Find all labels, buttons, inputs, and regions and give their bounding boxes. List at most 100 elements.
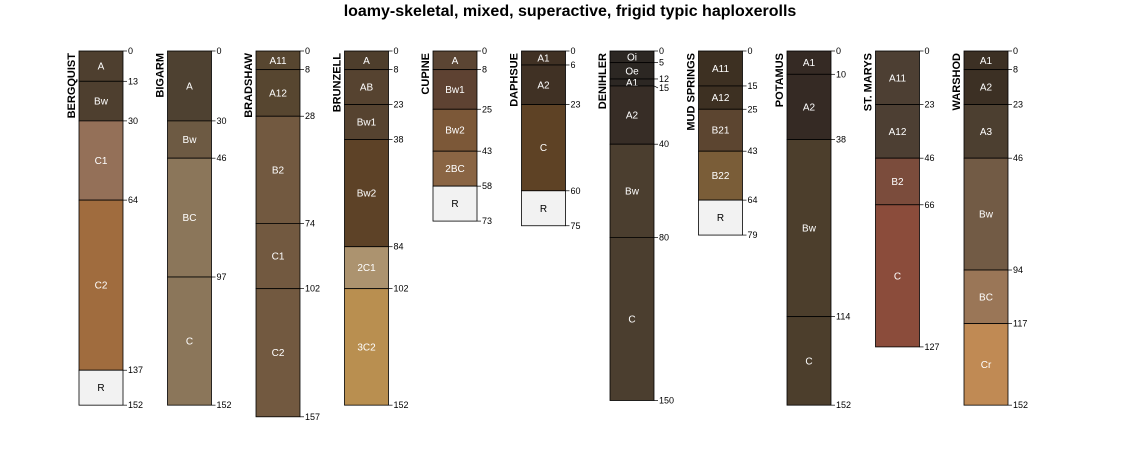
depth-label: 73 [482,216,492,226]
depth-label: 157 [305,412,320,422]
horizon-band [698,150,743,201]
profile-name: WARSHOD [951,53,963,111]
depth-label: 0 [394,46,399,56]
horizon-label: BC [979,292,993,303]
horizon-band [167,50,212,122]
horizon-band [698,199,743,236]
depth-label: 43 [482,146,492,156]
soil-profile: A Bw BC C 0 30 46 97 152 BIGARM [155,46,232,410]
horizon-label: A1 [980,56,993,67]
depth-label: 66 [925,200,935,210]
depth-label: 46 [1013,153,1023,163]
horizon-band [344,104,389,140]
depth-label: 0 [748,46,753,56]
horizon-band [521,64,566,105]
depth-label: 0 [1013,46,1018,56]
horizon-label: B2 [891,177,904,188]
depth-label: 6 [571,60,576,70]
horizon-label: R [540,204,547,215]
horizon-label: R [97,383,104,394]
horizon-label: A1 [626,78,639,89]
horizon-label: C1 [95,156,108,167]
depth-label: 79 [748,230,758,240]
depth-label: 40 [659,139,669,149]
horizon-band [167,276,212,406]
depth-label: 0 [217,46,222,56]
soil-profile: A1 A2 A3 Bw BC Cr 0 8 23 46 94 117 152 WARSHOD [951,46,1028,410]
depth-label: 102 [305,284,320,294]
horizon-label: A [186,81,193,92]
depth-label: 30 [217,116,227,126]
depth-label: 28 [305,111,315,121]
profile-name: CUPINE [420,53,432,95]
soil-profile: A Bw1 Bw2 2BC R 0 8 25 43 58 73 CUPINE [420,46,492,226]
depth-label: 23 [394,100,404,110]
horizon-band [875,104,920,159]
horizon-label: C2 [272,348,285,359]
depth-label: 74 [305,218,315,228]
horizon-label: A [98,62,105,73]
horizon-label: Bw2 [445,126,465,137]
horizon-label: C [805,356,812,367]
profile-name: DENIHLER [597,53,609,109]
depth-label: 0 [836,46,841,56]
profile-name: BRUNZELL [332,53,344,113]
horizon-label: A1 [537,53,550,64]
depth-label: 46 [925,153,935,163]
horizon-band [963,157,1009,271]
horizon-label: B21 [712,126,730,137]
profile-name: BERGQUIST [66,53,78,119]
horizon-label: B2 [272,165,285,176]
horizon-label: C [186,337,193,348]
depth-label: 0 [659,46,664,56]
depth-label: 114 [836,312,850,322]
horizon-band [786,316,832,406]
horizon-band [609,85,655,145]
horizon-label: A11 [269,56,286,67]
horizon-label: A12 [269,88,287,99]
horizon-label: Bw [979,210,994,221]
horizon-band [78,199,124,371]
horizon-band [344,139,389,248]
horizon-band [255,223,301,290]
horizon-band [963,104,1009,159]
profile-name: DAPHSUE [509,53,521,107]
horizon-label: Oi [627,52,637,63]
depth-label: 5 [659,58,664,68]
horizon-label: A3 [980,127,993,138]
depth-label: 23 [1013,100,1023,110]
horizon-band [78,369,124,406]
depth-label: 84 [394,242,404,252]
depth-label: 0 [305,46,310,56]
horizon-band [786,139,832,318]
horizon-label: Bw [183,135,198,146]
soil-profile: A11 A12 B2 C1 C2 0 8 28 74 102 157 BRADSHAW [243,46,320,422]
depth-label: 0 [128,46,133,56]
depth-label: 8 [482,65,487,75]
depth-label: 43 [748,146,758,156]
depth-label: 152 [394,400,409,410]
horizon-band [521,190,566,227]
horizon-label: A [363,56,370,67]
depth-label: 152 [128,400,143,410]
soil-profile: A Bw C1 C2 R 0 13 30 64 137 152 BERGQUIST [66,46,143,410]
horizon-band [432,150,478,187]
horizon-label: Bw1 [445,85,465,96]
soil-profile: A AB Bw1 Bw2 2C1 3C2 0 8 23 38 84 102 152 BRUNZELL [332,46,409,410]
horizon-label: R [717,213,724,224]
depth-label: 102 [394,284,409,294]
horizon-band [255,115,301,224]
horizon-label: C1 [272,252,285,263]
horizon-label: C [540,143,547,154]
depth-label: 152 [1013,400,1028,410]
horizon-band [875,157,920,206]
horizon-band [875,50,920,105]
soil-profile: A11 A12 B2 C 0 23 46 66 127 ST. MARYS [863,46,940,352]
horizon-label: Bw [625,186,640,197]
horizon-label: A11 [712,64,729,75]
depth-label: 152 [217,400,232,410]
depth-label: 80 [659,232,669,242]
depth-label: 0 [925,46,930,56]
horizon-band [963,269,1009,325]
